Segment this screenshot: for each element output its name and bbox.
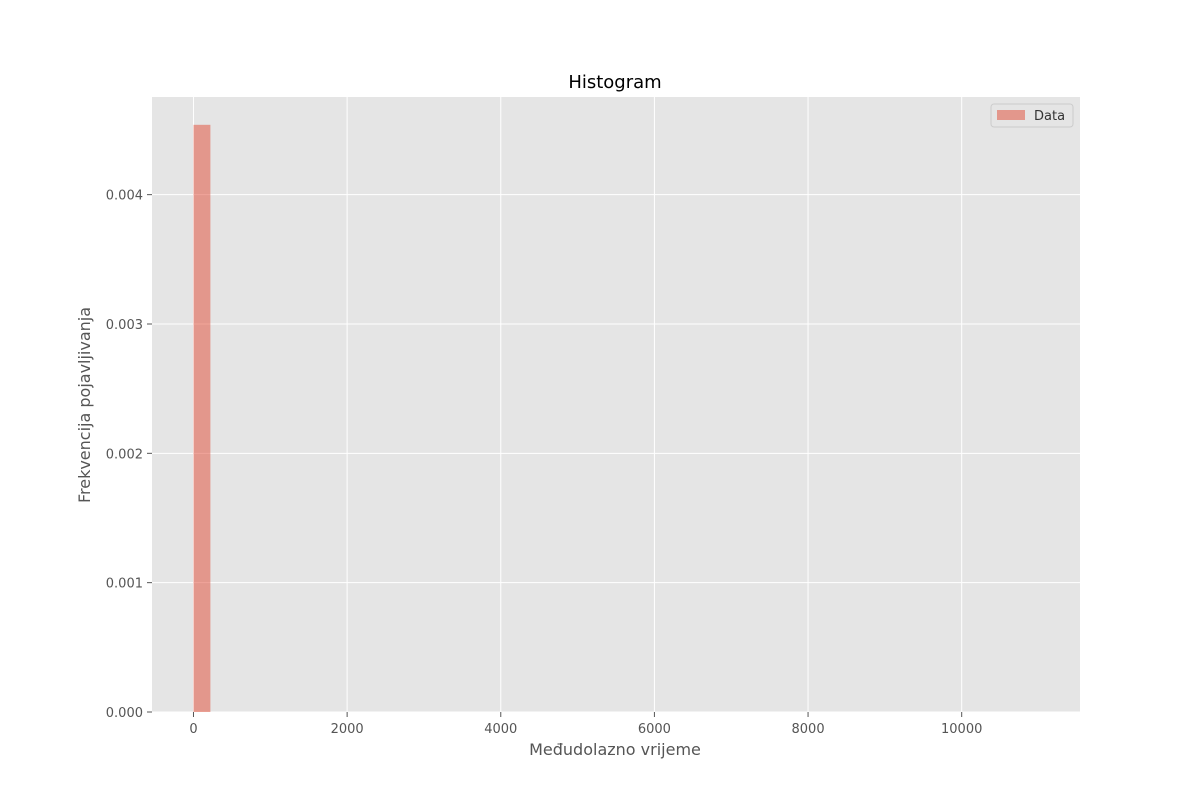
y-tick-label: 0.000 [106, 706, 143, 721]
bars [193, 124, 211, 713]
y-tick-label: 0.003 [106, 318, 143, 333]
legend: Data [990, 103, 1074, 128]
x-tick-label: 0 [189, 722, 197, 737]
grid-lines [152, 97, 1080, 713]
legend-swatch [997, 110, 1025, 120]
legend-label: Data [1034, 109, 1065, 124]
y-axis-label: Frekvencija pojavljivanja [75, 307, 94, 503]
x-axis-ticks: 0 2000 4000 6000 8000 10000 [189, 712, 982, 737]
x-axis-label: Međudolazno vrijeme [529, 740, 701, 759]
x-tick-label: 10000 [941, 722, 982, 737]
histogram-bar [193, 124, 211, 713]
y-tick-label: 0.002 [106, 447, 143, 462]
y-tick-label: 0.004 [106, 189, 143, 204]
y-axis-ticks: 0.000 0.001 0.002 0.003 0.004 [106, 189, 152, 721]
y-tick-label: 0.001 [106, 577, 143, 592]
x-tick-label: 4000 [484, 722, 517, 737]
chart-title: Histogram [568, 72, 661, 93]
x-tick-label: 6000 [638, 722, 671, 737]
plot-area [152, 97, 1080, 712]
x-tick-label: 8000 [792, 722, 825, 737]
x-tick-label: 2000 [331, 722, 364, 737]
legend-box [990, 103, 1074, 128]
